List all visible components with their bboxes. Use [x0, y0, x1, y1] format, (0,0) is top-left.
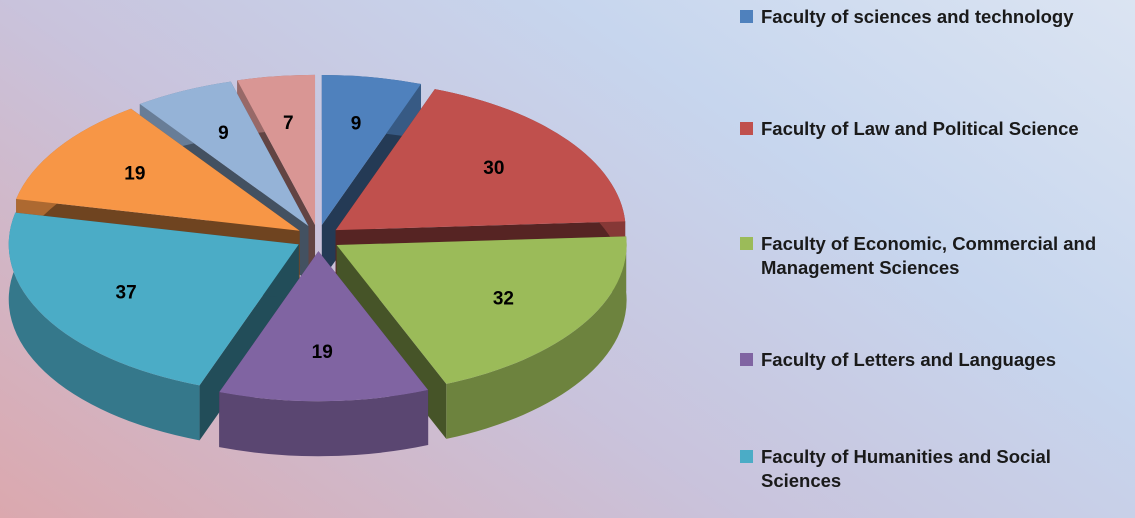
legend-item: Faculty of Law and Political Science	[740, 117, 1131, 141]
legend-item: Faculty of Humanities and Social Science…	[740, 445, 1131, 493]
legend-label: Faculty of sciences and technology	[761, 6, 1074, 27]
slice-top	[16, 108, 300, 231]
data-label: 19	[312, 342, 333, 363]
legend-label: Faculty of Law and Political Science	[761, 118, 1079, 139]
data-label: 19	[124, 164, 145, 185]
legend-item: Faculty of Economic, Commercial and Mana…	[740, 232, 1131, 280]
slice-edge	[446, 236, 627, 439]
legend-item: Faculty of sciences and technology	[740, 5, 1131, 29]
slice-top	[139, 81, 309, 227]
data-label: 37	[116, 283, 137, 304]
legend: Faculty of sciences and technology Facult…	[740, 0, 1135, 518]
slice-edge	[219, 390, 429, 457]
data-label: 32	[493, 288, 514, 309]
legend-swatch	[740, 353, 753, 366]
legend-swatch	[740, 450, 753, 463]
slice-top	[321, 75, 422, 226]
slice	[219, 251, 429, 457]
slice-top	[219, 251, 429, 402]
slice-top	[335, 89, 626, 231]
data-label: 30	[483, 158, 504, 179]
slice-top	[336, 236, 627, 384]
slice-top	[237, 74, 316, 225]
legend-item: Faculty of Letters and Languages	[740, 348, 1131, 372]
legend-swatch	[740, 10, 753, 23]
slice-edge	[8, 212, 200, 441]
data-label: 7	[283, 113, 294, 134]
legend-swatch	[740, 122, 753, 135]
pie-chart: 9 30 32 19 37 19 9 7	[8, 74, 627, 457]
legend-swatch	[740, 237, 753, 250]
legend-label: Faculty of Humanities and Social Science…	[761, 446, 1051, 491]
slice-top	[8, 212, 299, 386]
legend-label: Faculty of Letters and Languages	[761, 349, 1057, 370]
data-label: 9	[351, 114, 362, 135]
legend-label: Faculty of Economic, Commercial and Mana…	[761, 233, 1097, 278]
data-label: 9	[218, 123, 229, 144]
